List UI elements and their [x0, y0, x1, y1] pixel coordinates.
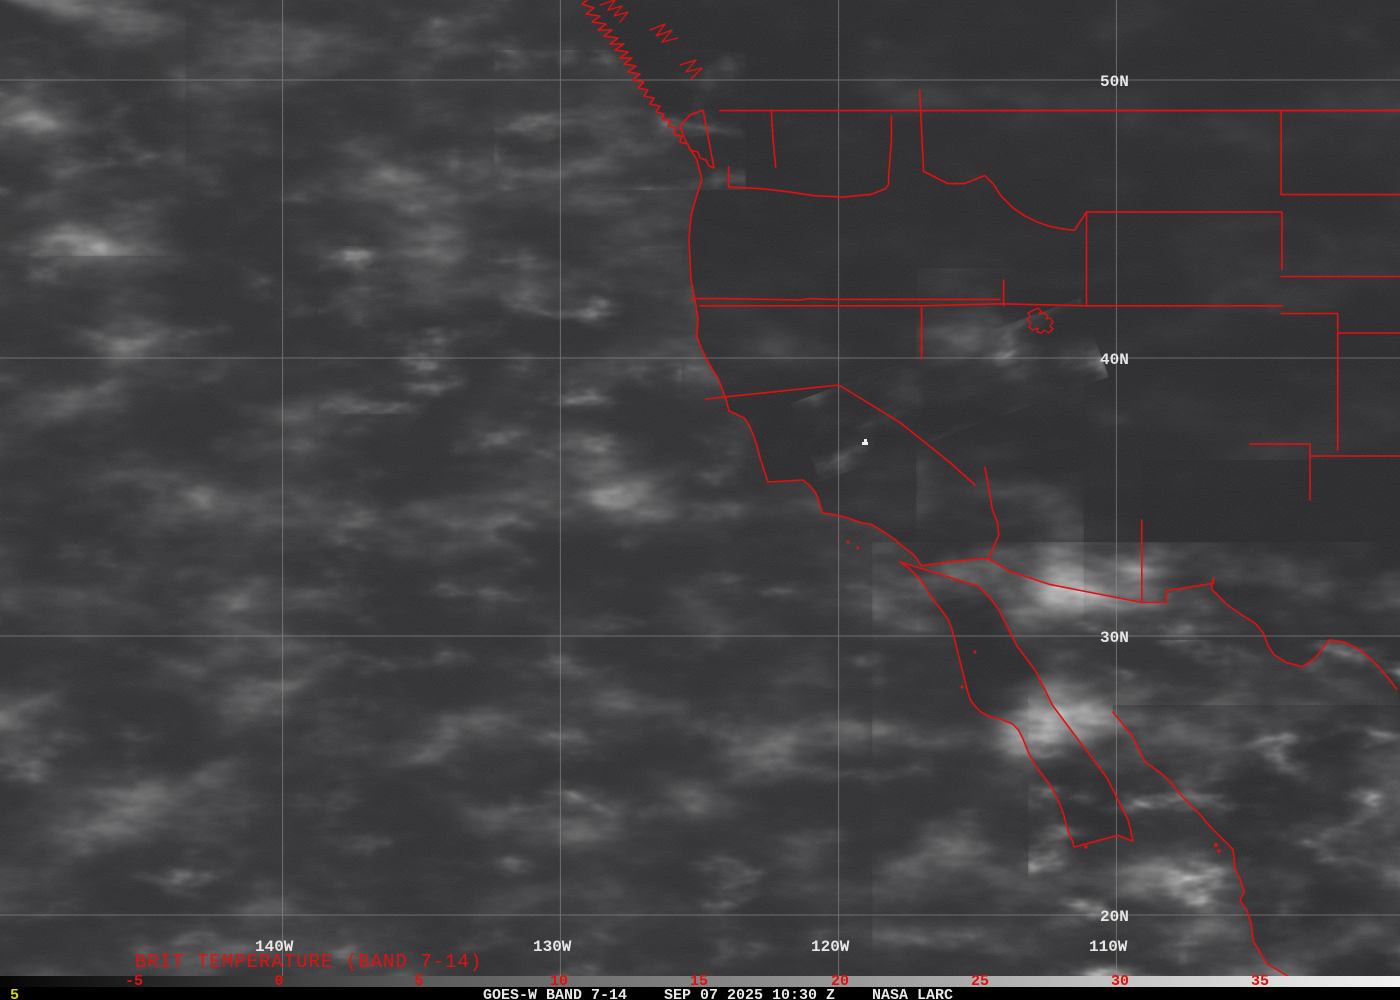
svg-text:BRIT TEMPERATURE (BAND 7-14): BRIT TEMPERATURE (BAND 7-14) — [135, 951, 482, 973]
svg-text:5: 5 — [10, 987, 19, 1000]
svg-text:20N: 20N — [1100, 908, 1129, 926]
svg-text:130W: 130W — [533, 938, 572, 956]
svg-text:NASA LARC: NASA LARC — [872, 987, 953, 1000]
svg-text:50N: 50N — [1100, 73, 1129, 91]
svg-text:SEP 07 2025 10:30 Z: SEP 07 2025 10:30 Z — [664, 987, 835, 1000]
svg-text:GOES-W BAND 7-14: GOES-W BAND 7-14 — [483, 987, 627, 1000]
svg-text:30N: 30N — [1100, 629, 1129, 647]
svg-text:40N: 40N — [1100, 351, 1129, 369]
svg-text:110W: 110W — [1089, 938, 1128, 956]
svg-text:120W: 120W — [811, 938, 850, 956]
